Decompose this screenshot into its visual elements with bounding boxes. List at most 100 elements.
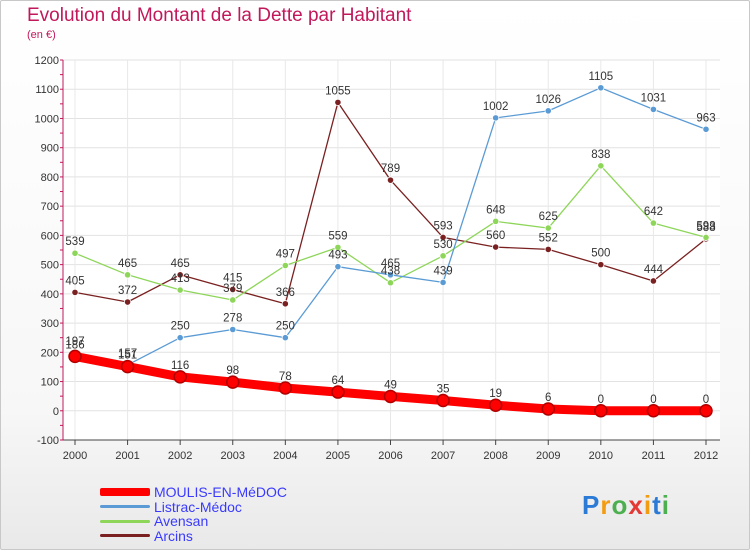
legend-swatch (100, 519, 150, 523)
x-tick-label: 2011 (642, 450, 666, 462)
data-point (176, 286, 184, 294)
data-point (436, 393, 450, 408)
logo-letter: i (643, 490, 653, 520)
data-point (649, 219, 658, 227)
data-point (123, 271, 132, 279)
data-point (68, 349, 82, 364)
data-point (597, 84, 605, 92)
data-label: 493 (328, 250, 347, 262)
data-point (334, 243, 342, 251)
data-label: 560 (486, 230, 505, 242)
data-label: 1026 (535, 94, 561, 106)
x-tick-label: 2009 (536, 450, 560, 462)
x-tick-label: 2012 (694, 450, 718, 462)
data-point (226, 375, 240, 389)
data-label: 0 (598, 394, 604, 406)
data-label: 588 (696, 222, 715, 234)
data-label: 151 (118, 350, 137, 362)
data-label: 116 (171, 360, 189, 372)
y-tick-label: 1000 (35, 113, 59, 125)
logo-letter: r (600, 490, 612, 520)
data-point (597, 162, 605, 170)
data-label: 1105 (588, 71, 613, 83)
chart-unit: (en €) (27, 29, 56, 41)
logo-letter: t (652, 490, 662, 520)
data-point (439, 278, 447, 287)
data-label: 405 (65, 275, 84, 287)
legend-label: Avensan (154, 513, 209, 529)
data-point (281, 261, 289, 270)
data-label: 789 (381, 163, 400, 175)
data-label: 497 (276, 248, 295, 260)
y-tick-label: 1100 (35, 84, 59, 96)
x-tick-label: 2001 (115, 450, 139, 462)
y-tick-label: 100 (41, 377, 59, 389)
data-label: 530 (433, 239, 452, 251)
data-label: 539 (65, 236, 84, 248)
data-label: 19 (489, 388, 502, 400)
data-point (439, 252, 447, 260)
data-label: 0 (703, 394, 709, 406)
data-label: 413 (171, 273, 190, 285)
data-point (331, 385, 345, 399)
legend-item: Listrac-Médoc (100, 499, 287, 515)
data-label: 465 (381, 258, 400, 270)
data-point (649, 277, 658, 285)
data-label: 642 (644, 206, 663, 218)
y-tick-label: 200 (41, 347, 59, 359)
legend-swatch (100, 488, 150, 497)
data-point (386, 279, 395, 287)
y-tick-label: 900 (41, 143, 59, 155)
proxiti-logo: Proxiti (582, 490, 670, 521)
x-tick-label: 2005 (326, 450, 350, 462)
data-point (173, 370, 187, 384)
data-label: 439 (433, 265, 452, 277)
y-tick-label: 400 (41, 289, 59, 301)
data-label: 379 (223, 283, 242, 295)
legend-label: Arcins (154, 527, 193, 544)
data-point (123, 298, 132, 306)
data-point (544, 224, 552, 232)
data-label: 157 (118, 348, 137, 360)
data-point (229, 285, 237, 294)
data-point (492, 114, 500, 122)
data-point (439, 233, 447, 242)
y-tick-label: 1200 (35, 55, 59, 67)
data-point (229, 296, 237, 304)
data-point (544, 245, 552, 254)
data-label: 838 (591, 149, 610, 161)
data-point (488, 398, 503, 412)
legend-label: MOULIS-EN-MéDOC (154, 484, 288, 500)
data-label: 1055 (325, 85, 351, 97)
logo-letter: o (611, 490, 629, 520)
logo-letter: x (628, 490, 644, 520)
data-point (281, 300, 289, 308)
data-label: 648 (486, 204, 505, 216)
y-tick-label: 500 (41, 260, 59, 272)
data-label: 444 (644, 264, 664, 276)
data-point (646, 404, 661, 418)
data-label: 372 (118, 285, 137, 297)
data-point (334, 98, 342, 106)
data-label: 35 (437, 384, 450, 396)
x-tick-label: 2010 (589, 450, 613, 462)
data-label: 625 (539, 211, 558, 223)
data-label: 1031 (641, 92, 667, 104)
data-label: 197 (65, 336, 84, 348)
data-label: 366 (276, 287, 295, 299)
legend-item: Avensan (100, 514, 287, 529)
y-tick-label: -100 (37, 435, 59, 447)
data-point (229, 325, 237, 334)
data-point (386, 271, 395, 279)
data-point (386, 176, 395, 184)
data-point (278, 381, 293, 395)
data-label: 49 (384, 379, 397, 391)
data-label: 963 (696, 112, 715, 124)
logo-letter: P (582, 490, 601, 520)
data-point (334, 263, 342, 271)
data-point (176, 271, 184, 279)
data-point (541, 402, 555, 416)
data-label: 415 (223, 272, 242, 284)
y-tick-label: 700 (41, 201, 59, 213)
